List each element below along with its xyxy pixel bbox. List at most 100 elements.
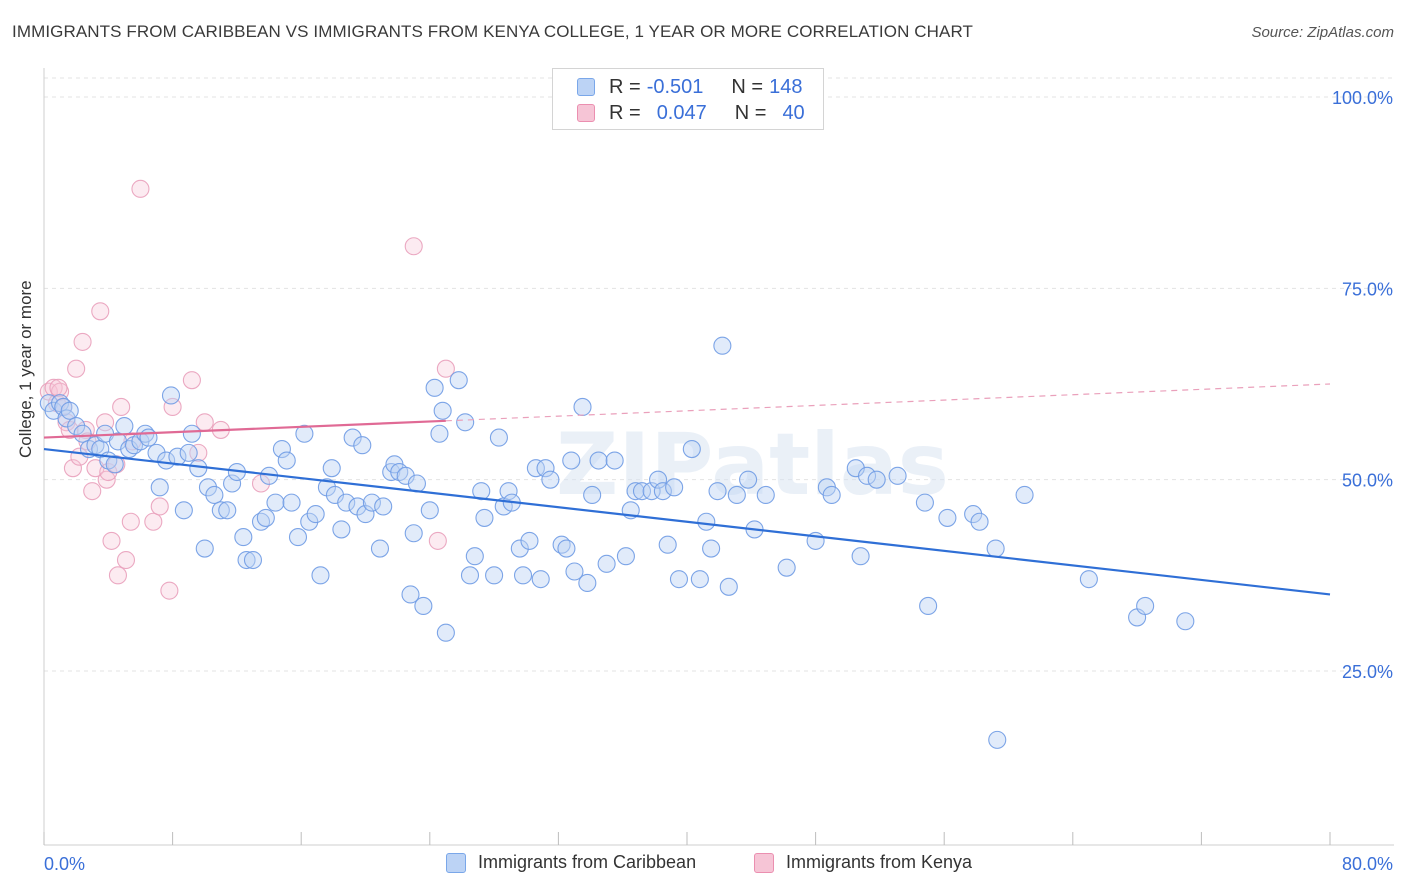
trend-lines	[43, 383, 1331, 596]
data-point	[485, 566, 504, 585]
data-point	[195, 539, 214, 558]
data-point	[573, 397, 592, 417]
data-point	[97, 470, 116, 489]
data-point	[131, 179, 150, 198]
data-point	[433, 401, 452, 420]
data-point	[919, 596, 938, 615]
data-point	[401, 585, 420, 604]
data-point	[266, 493, 285, 512]
y-tick-label: 50.0%	[1342, 471, 1393, 491]
data-point	[536, 459, 555, 478]
data-point	[1176, 612, 1195, 631]
r-label: R =	[609, 101, 641, 124]
data-point	[205, 485, 224, 505]
data-point	[139, 428, 158, 447]
data-point	[356, 505, 375, 524]
data-point	[282, 493, 301, 512]
trend-line-kenya-extrapolated	[445, 383, 1331, 422]
y-tick-label: 25.0%	[1342, 662, 1393, 682]
data-point	[150, 478, 169, 497]
data-point	[157, 451, 176, 470]
data-point	[115, 417, 134, 436]
data-point	[888, 466, 907, 485]
data-point	[189, 443, 208, 462]
data-point	[430, 424, 449, 443]
data-point	[589, 451, 608, 470]
data-point	[626, 482, 645, 501]
data-point	[288, 528, 308, 547]
data-point	[370, 539, 390, 558]
data-point	[300, 512, 319, 531]
data-point	[489, 428, 508, 447]
y-axis-label: College, 1 year or more	[16, 280, 35, 458]
data-point	[739, 470, 758, 489]
data-point	[988, 730, 1007, 749]
data-point	[436, 623, 455, 642]
data-point	[160, 581, 179, 600]
data-point	[337, 493, 356, 512]
data-point	[404, 237, 423, 256]
data-point	[970, 512, 989, 531]
bottom-legend-caribbean: Immigrants from Caribbean	[446, 852, 696, 873]
data-point	[60, 401, 79, 420]
data-point	[277, 451, 296, 470]
data-point	[986, 539, 1005, 558]
data-point	[211, 501, 230, 520]
n-value-caribbean: 148	[769, 75, 803, 98]
data-point	[510, 539, 529, 558]
data-point	[237, 550, 256, 570]
y-tick-label: 100.0%	[1332, 88, 1393, 108]
data-point	[272, 440, 291, 459]
data-point	[1136, 596, 1155, 615]
data-point	[531, 570, 550, 589]
bottom-legend-label-kenya: Immigrants from Kenya	[786, 852, 973, 872]
data-point	[49, 378, 68, 397]
data-point	[857, 466, 877, 485]
data-point	[243, 550, 263, 570]
bottom-legend-swatch-caribbean	[446, 852, 466, 873]
data-point	[690, 570, 709, 589]
data-point	[420, 501, 439, 520]
data-point	[256, 508, 275, 527]
data-point	[541, 470, 560, 489]
data-point	[121, 512, 140, 531]
data-point	[407, 474, 426, 493]
data-point	[616, 547, 635, 566]
data-point	[67, 417, 86, 436]
data-point	[697, 512, 716, 531]
data-point	[597, 554, 616, 573]
data-point	[449, 371, 468, 390]
data-point	[822, 485, 841, 505]
data-point	[472, 482, 491, 501]
data-point	[632, 482, 652, 501]
data-point	[91, 302, 110, 321]
data-point	[353, 436, 372, 455]
data-point	[428, 531, 447, 550]
data-point	[777, 558, 796, 577]
data-point	[719, 577, 738, 596]
bottom-legend-kenya: Immigrants from Kenya	[754, 852, 972, 873]
data-point	[322, 459, 341, 478]
data-point	[520, 531, 539, 550]
data-point	[526, 459, 545, 478]
source-credit: Source: ZipAtlas.com	[1251, 24, 1394, 41]
data-point	[475, 508, 494, 527]
y-tick-label: 75.0%	[1342, 279, 1393, 299]
tick-labels: 25.0% 50.0% 75.0% 100.0% 0.0% 80.0%	[44, 88, 1393, 874]
data-point	[198, 478, 218, 497]
data-point	[565, 562, 584, 581]
data-point	[756, 485, 775, 505]
data-point	[108, 566, 127, 585]
r-value-caribbean: -0.501	[646, 75, 704, 98]
n-label: N =	[734, 101, 767, 124]
data-point	[223, 474, 242, 493]
data-point	[163, 397, 182, 417]
data-point	[404, 524, 423, 543]
x-tick-label-max: 80.0%	[1342, 854, 1393, 874]
data-point	[1015, 485, 1034, 505]
data-point	[161, 386, 181, 405]
legend-row-caribbean: R = -0.501 N = 148	[577, 74, 802, 100]
data-point	[658, 535, 677, 554]
legend-swatch-kenya	[577, 104, 595, 122]
